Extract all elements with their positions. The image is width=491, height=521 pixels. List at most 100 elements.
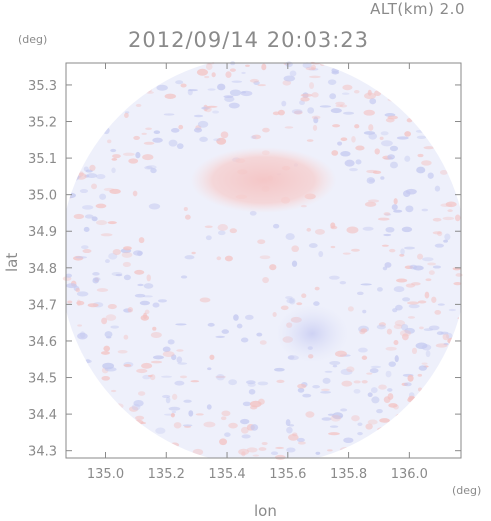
positive-echo <box>293 110 303 115</box>
positive-echo <box>87 303 99 308</box>
negative-echo <box>137 251 143 257</box>
negative-echo <box>403 190 411 198</box>
negative-echo <box>66 283 78 289</box>
y-tick-label: 34.8 <box>28 262 57 277</box>
negative-echo <box>366 177 376 184</box>
negative-echo <box>184 255 195 260</box>
positive-echo <box>141 132 147 135</box>
negative-echo <box>286 426 293 434</box>
negative-echo <box>321 417 332 421</box>
negative-echo <box>104 367 117 372</box>
negative-echo <box>111 167 116 174</box>
negative-echo <box>340 151 351 157</box>
positive-echo <box>311 92 319 98</box>
positive-echo <box>431 296 437 303</box>
negative-echo <box>327 79 337 85</box>
positive-echo <box>309 82 315 89</box>
negative-echo <box>448 308 457 312</box>
positive-echo <box>240 426 249 434</box>
negative-echo <box>228 379 237 386</box>
positive-echo <box>196 68 209 76</box>
y-tick-label: 35.0 <box>28 189 57 204</box>
negative-echo <box>240 90 253 97</box>
negative-echo <box>313 116 319 124</box>
negative-echo <box>319 105 332 108</box>
negative-echo <box>425 350 431 358</box>
positive-echo <box>173 422 182 429</box>
positive-echo <box>225 71 232 78</box>
positive-echo <box>374 90 382 97</box>
negative-echo <box>409 264 418 270</box>
negative-echo <box>418 365 427 371</box>
positive-echo <box>424 291 430 299</box>
positive-echo <box>306 227 312 232</box>
negative-echo <box>440 331 449 335</box>
positive-echo <box>351 135 356 143</box>
positive-echo <box>204 106 212 113</box>
positive-echo <box>360 328 368 333</box>
positive-echo <box>136 368 148 374</box>
negative-echo <box>380 176 385 180</box>
positive-echo <box>103 345 111 352</box>
positive-echo <box>314 229 325 235</box>
negative-echo <box>339 281 347 285</box>
positive-echo <box>374 148 380 155</box>
positive-echo <box>427 262 436 266</box>
positive-echo <box>206 105 218 108</box>
positive-echo <box>245 64 250 67</box>
positive-echo <box>387 393 394 400</box>
positive-echo <box>133 135 140 140</box>
negative-echo <box>357 422 363 426</box>
negative-echo <box>408 304 420 309</box>
positive-echo <box>82 249 92 254</box>
positive-echo <box>321 388 330 392</box>
positive-echo <box>107 221 117 225</box>
positive-echo <box>138 237 145 244</box>
negative-echo <box>332 364 338 368</box>
positive-echo <box>364 201 377 207</box>
negative-echo <box>247 382 256 387</box>
negative-echo <box>229 89 242 97</box>
positive-echo <box>330 414 341 422</box>
negative-echo <box>96 173 106 180</box>
negative-echo <box>133 399 144 407</box>
positive-echo <box>296 302 303 306</box>
x-tick-label: 136.0 <box>391 467 428 482</box>
negative-echo <box>83 226 90 232</box>
negative-echo <box>343 437 354 444</box>
positive-echo <box>407 301 419 305</box>
positive-echo <box>205 63 213 71</box>
negative-echo <box>104 331 113 338</box>
positive-echo <box>122 152 135 156</box>
negative-echo <box>422 257 434 262</box>
negative-echo <box>123 274 131 281</box>
positive-echo <box>389 248 396 253</box>
negative-echo <box>150 167 157 174</box>
negative-echo <box>135 151 141 159</box>
negative-echo <box>83 166 89 172</box>
positive-echo <box>361 380 368 384</box>
negative-echo <box>385 370 392 378</box>
positive-echo <box>204 75 210 79</box>
positive-echo <box>75 287 81 293</box>
positive-echo <box>209 354 215 360</box>
positive-echo <box>216 256 222 261</box>
positive-echo <box>399 253 405 257</box>
y-tick-label: 35.2 <box>28 116 57 131</box>
negative-echo <box>318 251 324 258</box>
negative-echo <box>363 131 376 135</box>
negative-echo <box>131 403 141 411</box>
negative-echo <box>76 291 89 297</box>
positive-echo <box>134 269 145 275</box>
positive-echo <box>112 154 121 159</box>
positive-echo <box>300 93 313 97</box>
negative-echo <box>257 381 269 386</box>
negative-echo <box>221 329 229 334</box>
positive-echo <box>351 248 360 252</box>
positive-echo <box>249 78 260 83</box>
negative-echo <box>291 260 298 267</box>
negative-echo <box>236 323 243 329</box>
positive-echo <box>411 282 421 286</box>
positive-echo <box>257 84 267 87</box>
positive-echo <box>171 393 178 400</box>
